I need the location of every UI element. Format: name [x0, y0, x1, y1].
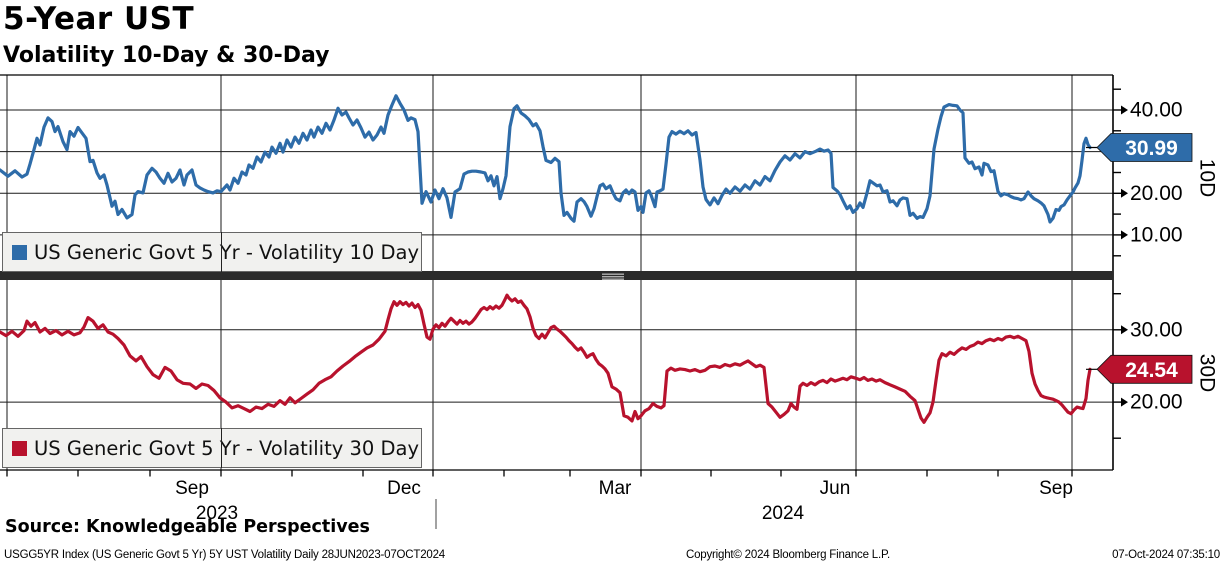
x-year-label: 2024: [762, 503, 805, 524]
gridline-over-legend: [221, 428, 222, 468]
volatility-10d-line: [0, 94, 1092, 224]
y-tick-label: 10.00: [1130, 223, 1183, 246]
gridline-over-legend: [221, 232, 222, 272]
x-year-label: 2023: [196, 503, 238, 524]
x-month-label: Sep: [175, 478, 209, 499]
last-value-badge-label: 30.99: [1125, 137, 1178, 160]
axis-title-10d: 10D: [1196, 159, 1219, 198]
x-month-label: Sep: [1039, 478, 1073, 499]
y-tick-arrow-icon: [1121, 105, 1128, 115]
y-tick-label: 20.00: [1130, 182, 1183, 205]
legend-volatility-10-day[interactable]: US Generic Govt 5 Yr - Volatility 10 Day: [2, 232, 422, 272]
y-tick-arrow-icon: [1121, 397, 1128, 407]
source-line: Source: Knowledgeable Perspectives: [5, 517, 370, 537]
legend-swatch-red-icon: [12, 440, 27, 456]
footer-copyright: Copyright© 2024 Bloomberg Finance L.P.: [686, 549, 890, 561]
x-month-label: Jun: [820, 478, 851, 499]
last-value-badge-10d: [1096, 133, 1193, 162]
legend-swatch-blue-icon: [12, 244, 27, 260]
y-tick-label: 20.00: [1130, 391, 1183, 414]
divider-grip-icon[interactable]: [602, 276, 624, 278]
axis-title-30d: 30D: [1196, 354, 1219, 393]
footer-timestamp: 07-Oct-2024 07:35:10: [1112, 549, 1220, 561]
divider-grip-icon[interactable]: [602, 278, 624, 280]
y-tick-arrow-icon: [1121, 230, 1128, 240]
x-month-label: Mar: [599, 478, 632, 499]
legend-label: US Generic Govt 5 Yr - Volatility 10 Day: [34, 240, 419, 264]
volatility-30d-line: [0, 293, 1092, 424]
x-month-label: Dec: [387, 478, 421, 499]
legend-label: US Generic Govt 5 Yr - Volatility 30 Day: [34, 436, 419, 460]
last-value-badge-30d: [1096, 354, 1193, 384]
panel-divider: [0, 271, 1113, 280]
y-tick-label: 30.00: [1130, 318, 1183, 341]
y-tick-arrow-icon: [1121, 325, 1128, 335]
y-tick-label: 40.00: [1130, 99, 1183, 122]
last-value-badge-label: 24.54: [1125, 359, 1178, 382]
footer-ticker-info: USGG5YR Index (US Generic Govt 5 Yr) 5Y …: [4, 549, 446, 561]
legend-volatility-30-day[interactable]: US Generic Govt 5 Yr - Volatility 30 Day: [2, 428, 422, 468]
divider-grip-icon[interactable]: [602, 273, 624, 275]
page-subtitle: Volatility 10-Day & 30-Day: [3, 43, 330, 68]
page-title: 5-Year UST: [3, 1, 195, 37]
y-tick-arrow-icon: [1121, 188, 1128, 198]
